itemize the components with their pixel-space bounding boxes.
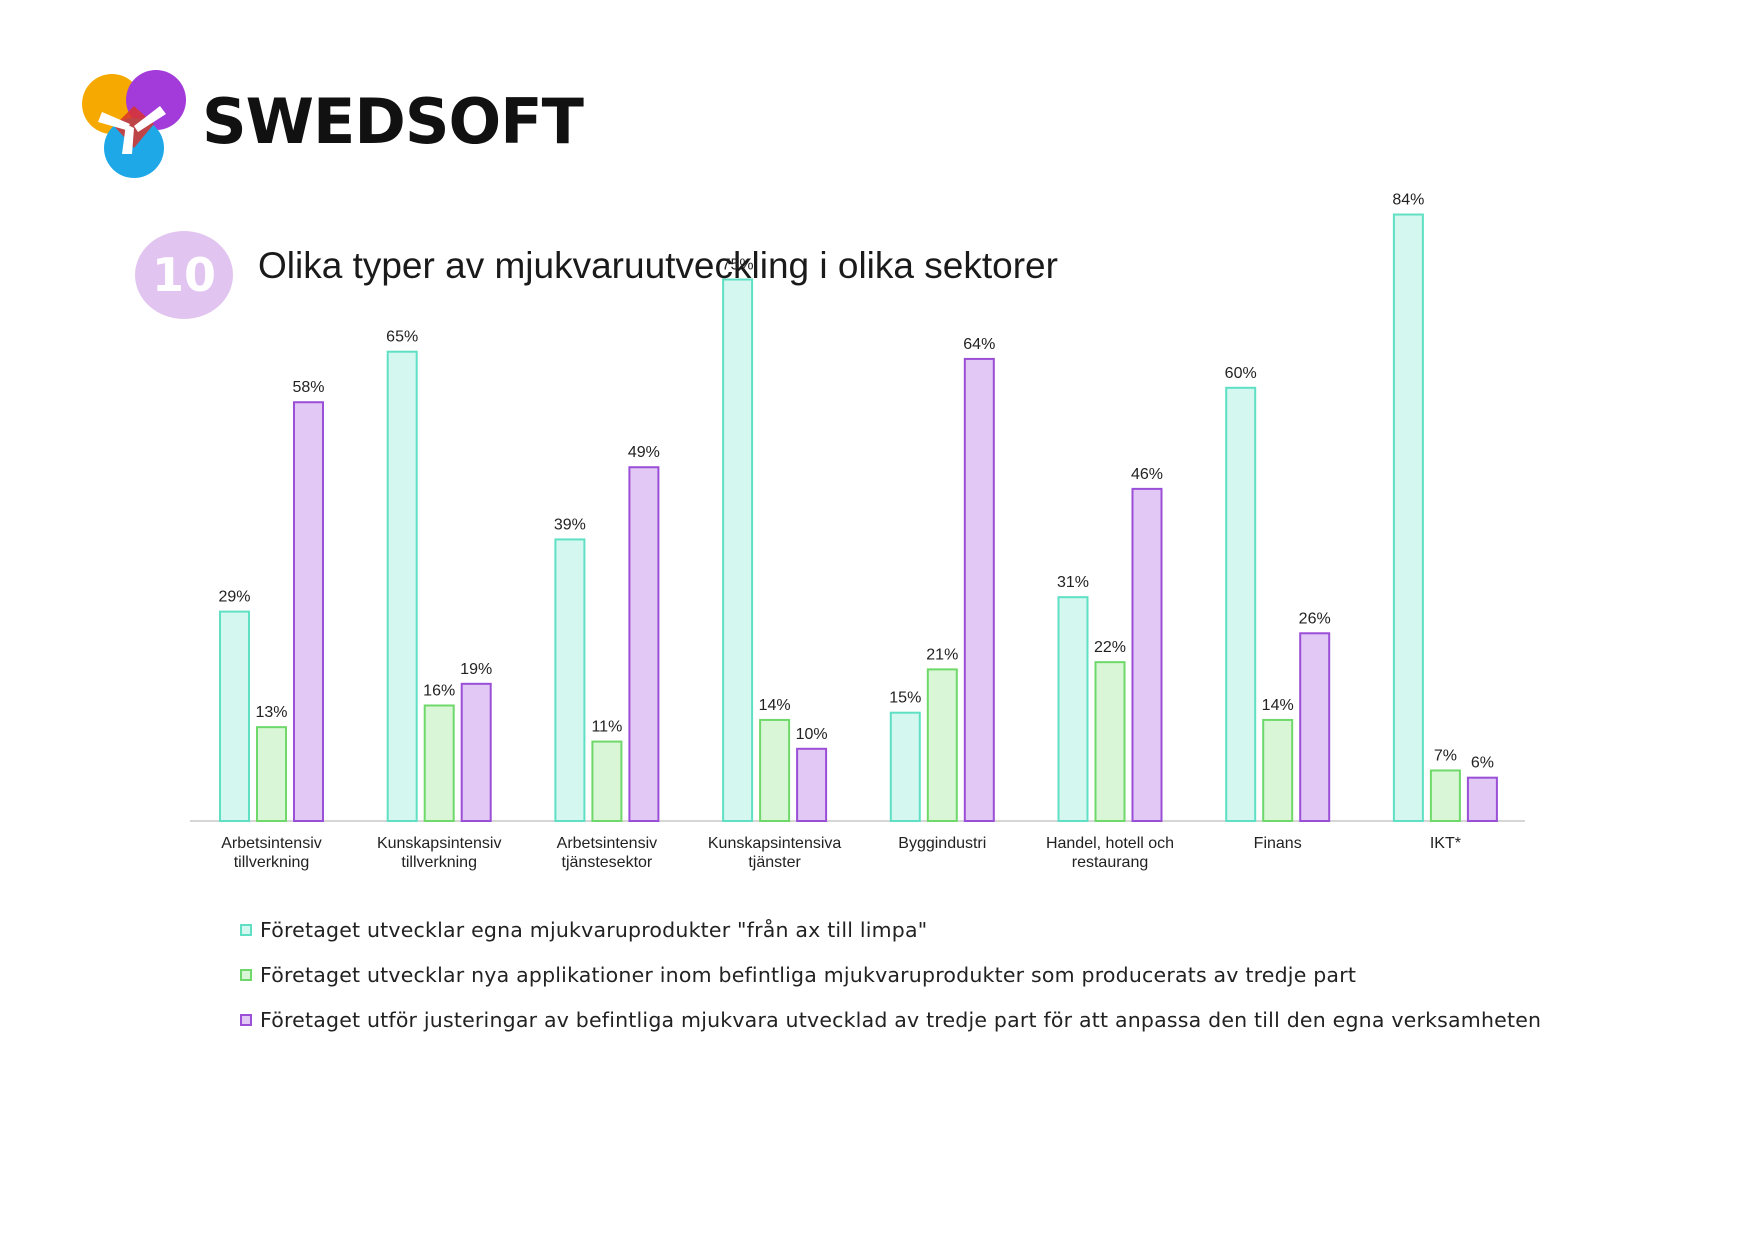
bar-series-1-cat-7 [1225, 386, 1257, 822]
bar-series-1-cat-1 [219, 610, 250, 822]
bar-series-2-cat-6 [1094, 661, 1126, 822]
category-label: Kunskapsintensiva tjänster [708, 835, 842, 871]
bar-series-3-cat-6 [1131, 487, 1163, 822]
data-label: 11% [591, 719, 622, 736]
category-label: Kunskapsintensiv tillverkning [377, 835, 502, 871]
category-label: Finans [1254, 835, 1302, 852]
data-label: 13% [255, 704, 287, 721]
figure-number-badge: 10 [135, 231, 233, 319]
data-label: 60% [1225, 365, 1257, 382]
data-label: 26% [1299, 610, 1331, 627]
bar-series-3-cat-1 [293, 401, 324, 822]
legend-label: Företaget utvecklar nya applikationer in… [260, 963, 1357, 987]
bar-series-2-cat-4 [759, 718, 791, 822]
category-label: Byggindustri [898, 835, 986, 852]
legend-item-2: Företaget utvecklar nya applikationer in… [240, 963, 1356, 987]
legend-item-1: Företaget utvecklar egna mjukvaruprodukt… [240, 918, 927, 942]
data-label: 29% [218, 589, 250, 606]
legend-swatch [240, 1014, 252, 1026]
bar-series-1-cat-8 [1392, 213, 1424, 822]
data-label: 65% [386, 329, 418, 346]
legend-swatch [240, 969, 252, 981]
data-label: 22% [1094, 639, 1126, 656]
bar-series-1-cat-4 [722, 278, 754, 822]
chart-title: Olika typer av mjukvaruutveckling i olik… [258, 245, 1058, 286]
bar-series-1-cat-3 [554, 538, 586, 822]
data-label: 10% [796, 726, 828, 743]
bar-series-3-cat-5 [963, 357, 995, 822]
bar-series-3-cat-3 [628, 466, 660, 822]
data-label: 6% [1471, 755, 1494, 772]
data-label: 16% [423, 682, 455, 699]
bar-series-2-cat-8 [1429, 769, 1461, 823]
data-label: 49% [628, 444, 660, 461]
brand-name: SWEDSOFT [202, 85, 584, 158]
bar-series-1-cat-2 [386, 350, 418, 822]
bar-series-2-cat-7 [1262, 718, 1294, 822]
legend-swatch [240, 924, 252, 936]
data-label: 14% [759, 697, 791, 714]
bar-series-2-cat-3 [591, 740, 623, 823]
data-label: 75% [722, 257, 754, 274]
category-label: Handel, hotell och restaurang [1046, 835, 1174, 871]
category-label: IKT* [1430, 835, 1461, 852]
bar-series-3-cat-7 [1299, 632, 1331, 823]
bar-series-2-cat-2 [423, 704, 455, 822]
legend-label: Företaget utför justeringar av befintlig… [260, 1008, 1542, 1032]
data-label: 31% [1057, 574, 1089, 591]
bar-series-3-cat-8 [1466, 776, 1498, 822]
data-label: 21% [926, 646, 958, 663]
bar-series-2-cat-1 [256, 726, 287, 823]
figure-number: 10 [151, 248, 216, 302]
legend-label: Företaget utvecklar egna mjukvaruprodukt… [260, 918, 928, 942]
bar-series-3-cat-2 [460, 682, 492, 822]
bar-series-1-cat-6 [1057, 596, 1089, 822]
category-label: Arbetsintensiv tjänstesektor [557, 835, 658, 871]
bar-series-3-cat-4 [796, 747, 828, 822]
data-label: 7% [1434, 747, 1457, 764]
swedsoft-logo-icon [82, 70, 186, 178]
data-label: 46% [1131, 466, 1163, 483]
data-label: 14% [1262, 697, 1294, 714]
data-label: 39% [554, 516, 586, 533]
legend-item-3: Företaget utför justeringar av befintlig… [240, 1008, 1541, 1032]
data-label: 15% [889, 690, 921, 707]
data-label: 84% [1392, 192, 1424, 209]
bar-series-1-cat-5 [889, 711, 921, 823]
data-label: 58% [292, 379, 324, 396]
data-label: 19% [460, 661, 492, 678]
category-label: Arbetsintensiv tillverkning [221, 835, 322, 871]
bar-series-2-cat-5 [926, 668, 958, 822]
data-label: 64% [963, 336, 995, 353]
